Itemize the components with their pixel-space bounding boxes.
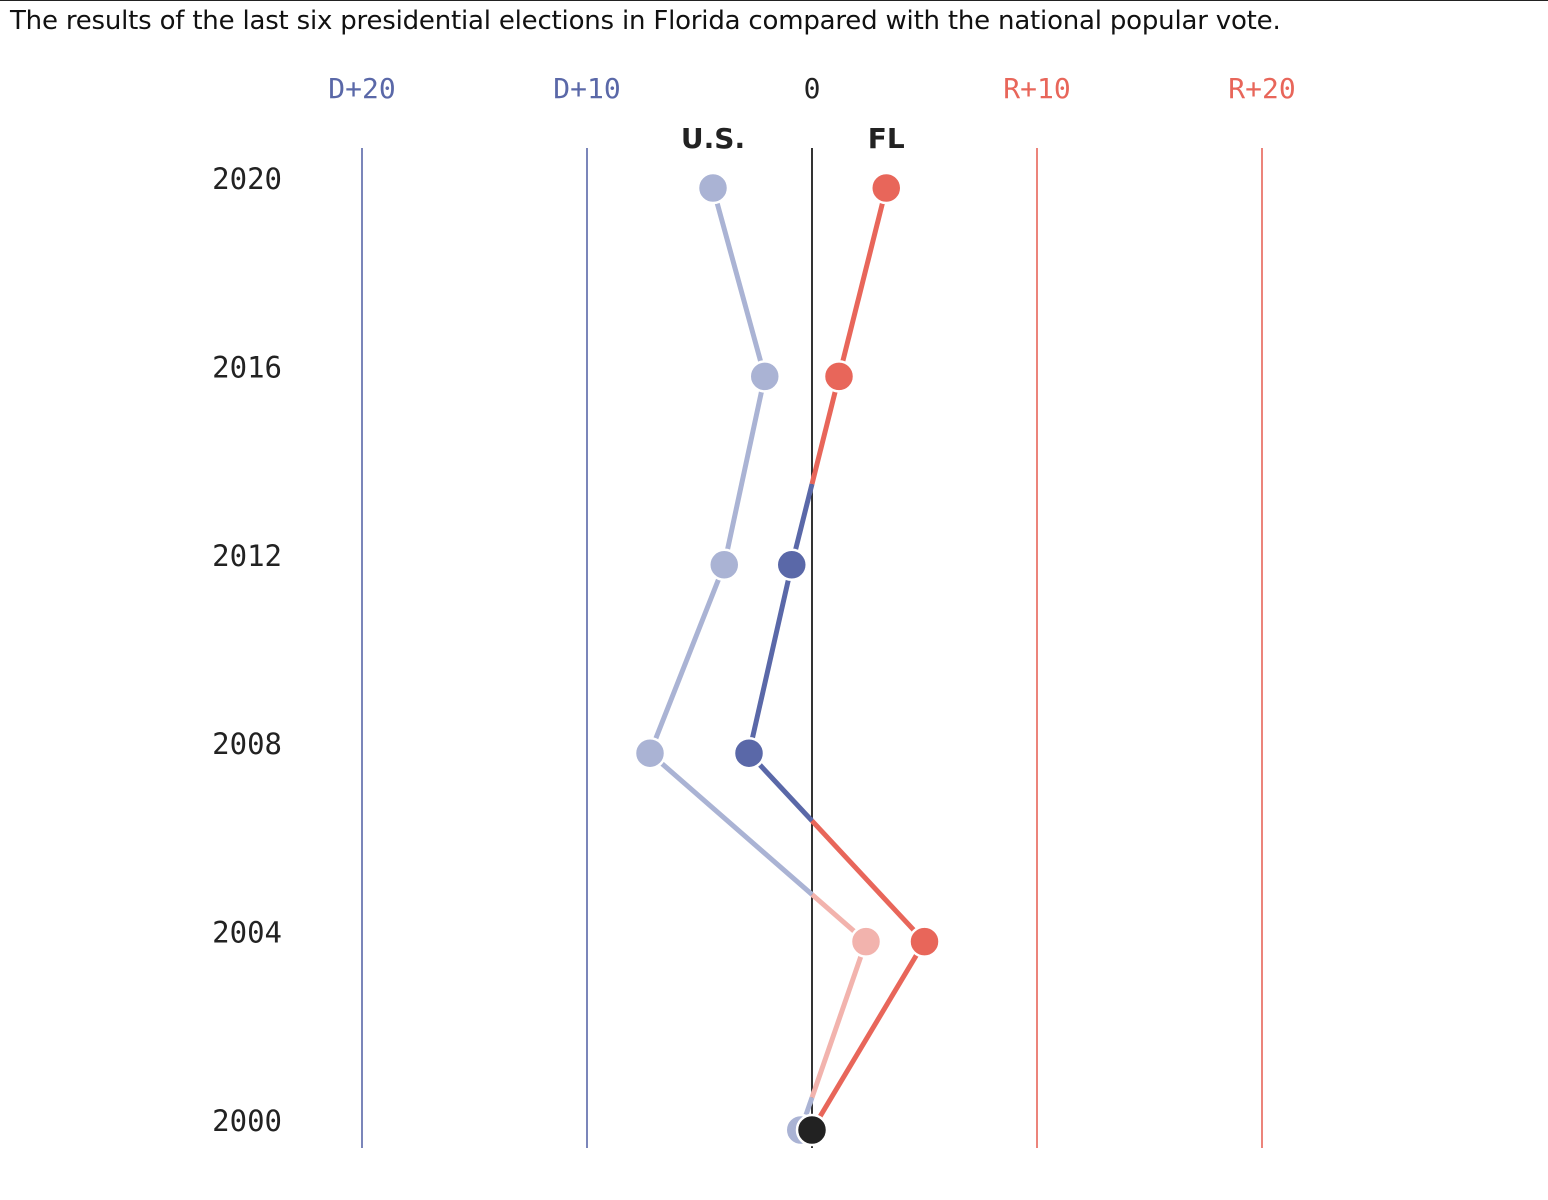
us-point-2004 [849,925,883,958]
year-label: 2020 [212,162,282,196]
series-line-segment [746,564,795,754]
tick-label: D+20 [328,72,395,105]
fl-point-2020 [870,171,903,205]
tick-label: D+10 [553,72,620,105]
gridlines [361,148,1263,1148]
us-point-2020 [696,171,730,205]
series-line-segment [648,751,814,897]
series-label: FL [868,122,905,155]
series-line-segment [721,375,768,566]
series-line-segment [836,187,889,378]
year-label: 2000 [212,1104,282,1138]
tick-label: R+10 [1003,72,1070,105]
series-line-segment [809,375,842,485]
series-points [633,171,941,1147]
fl-point-2012 [775,548,808,582]
fl-point-2008 [732,736,766,770]
year-label: 2016 [212,350,282,384]
series-labels: U.S. FL [681,122,905,155]
series-line-segment [647,563,727,755]
series-line-segment [809,940,927,1132]
year-labels: 2020 2016 2012 2008 2004 2000 [212,162,282,1138]
series-label: U.S. [681,122,745,155]
tick-label: R+20 [1228,72,1295,105]
us-point-2016 [748,360,781,393]
series-line-segment [710,187,768,378]
fl-point-2016 [822,360,856,393]
tick-labels: D+20 D+10 0 R+10 R+20 [328,72,1295,105]
series-line-segment [810,819,927,944]
fl-point-2000 [795,1113,829,1147]
series-lines [647,187,927,1132]
year-label: 2012 [212,539,282,573]
fl-point-2004 [908,925,941,958]
tick-label: 0 [804,72,821,105]
year-label: 2004 [212,916,282,950]
us-point-2008 [633,736,667,770]
year-label: 2008 [212,727,282,761]
top-rule [0,0,1548,1]
series-line-segment [809,940,869,1099]
chart-subtitle: The results of the last six presidential… [10,6,1281,36]
us-point-2012 [708,548,741,582]
